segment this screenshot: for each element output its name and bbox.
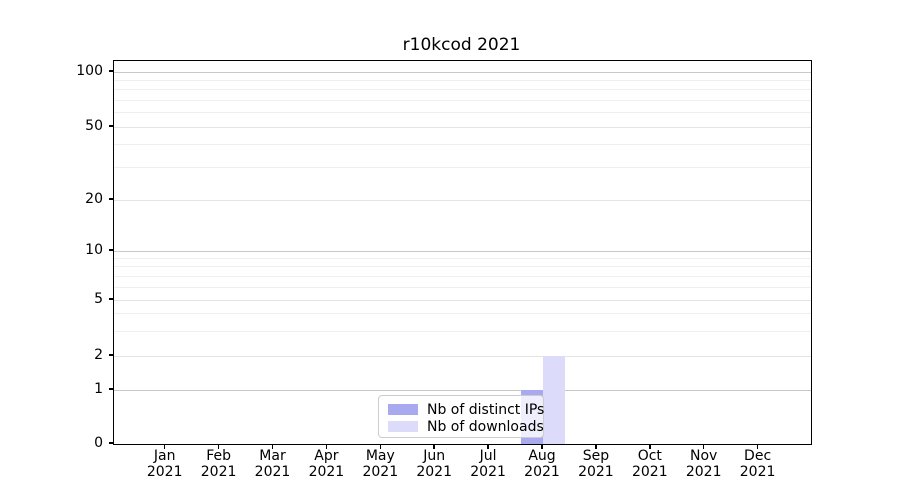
x-tick-label-may: May 2021 — [348, 448, 412, 480]
x-tick-label-mar: Mar 2021 — [241, 448, 305, 480]
x-tick-mark — [271, 444, 274, 449]
chart-title: r10kcod 2021 — [402, 35, 521, 55]
major-gridline — [114, 389, 811, 391]
x-tick-month: Aug — [528, 448, 556, 464]
legend-label: Nb of downloads — [427, 418, 544, 435]
x-tick-year: 2021 — [470, 463, 506, 480]
x-tick-month: Jan — [153, 448, 176, 464]
major-gridline — [114, 71, 811, 73]
x-tick-label-nov: Nov 2021 — [672, 448, 736, 480]
minor-gridline — [114, 330, 811, 332]
x-tick-mark — [487, 444, 489, 449]
legend-swatch — [388, 421, 418, 432]
x-tick-mark — [702, 444, 705, 449]
x-tick-month: Feb — [206, 448, 231, 464]
y-tick-label: 10 — [85, 241, 103, 258]
legend: Nb of distinct IPs Nb of downloads — [378, 395, 544, 438]
y-tick-label: 2 — [94, 346, 103, 363]
x-tick-mark — [379, 444, 382, 449]
x-tick-month: Mar — [259, 448, 286, 464]
x-tick-month: Jun — [423, 448, 446, 464]
legend-label: Nb of distinct IPs — [427, 401, 545, 418]
minor-gridline — [114, 89, 811, 91]
minor-gridline — [114, 355, 811, 357]
minor-gridline — [114, 144, 811, 146]
y-tick-mark — [109, 298, 113, 300]
y-tick-label: 0 — [94, 434, 103, 451]
x-tick-year: 2021 — [524, 463, 560, 480]
x-tick-label-sep: Sep 2021 — [564, 448, 628, 480]
x-tick-month: Apr — [314, 448, 339, 464]
x-tick-month: Nov — [690, 448, 718, 464]
x-tick-year: 2021 — [416, 463, 452, 480]
x-tick-month: Oct — [637, 448, 662, 464]
x-tick-label-jun: Jun 2021 — [402, 448, 466, 480]
x-tick-year: 2021 — [146, 463, 183, 480]
y-tick-mark — [109, 70, 113, 72]
y-tick-mark — [109, 388, 113, 390]
x-tick-mark — [541, 444, 543, 449]
y-tick-mark — [109, 354, 113, 356]
x-tick-label-oct: Oct 2021 — [618, 448, 682, 480]
x-tick-year: 2021 — [200, 463, 237, 480]
minor-gridline — [114, 266, 811, 268]
y-tick-label: 100 — [76, 62, 103, 79]
minor-gridline — [114, 257, 811, 259]
x-tick-mark — [433, 444, 435, 449]
x-tick-label-jan: Jan 2021 — [133, 448, 197, 480]
minor-gridline — [114, 275, 811, 277]
x-tick-year: 2021 — [254, 463, 291, 480]
x-tick-month: Sep — [582, 448, 610, 464]
y-tick-label: 1 — [94, 380, 103, 397]
x-tick-label-dec: Dec 2021 — [726, 448, 790, 480]
x-tick-mark — [595, 444, 597, 449]
minor-gridline — [114, 313, 811, 315]
bar-nb-of-downloads-7 — [543, 356, 565, 444]
x-tick-mark — [756, 444, 759, 449]
x-tick-year: 2021 — [685, 463, 722, 480]
y-tick-label: 50 — [85, 117, 103, 134]
legend-swatch — [388, 404, 418, 415]
minor-gridline — [114, 299, 811, 301]
x-tick-mark — [325, 444, 328, 449]
minor-gridline — [114, 199, 811, 201]
x-tick-label-aug: Aug 2021 — [510, 448, 574, 480]
y-tick-label: 20 — [85, 190, 103, 207]
minor-gridline — [114, 99, 811, 101]
minor-gridline — [114, 112, 811, 114]
x-tick-year: 2021 — [631, 463, 668, 480]
y-tick-mark — [109, 249, 113, 251]
legend-item: Nb of distinct IPs — [388, 401, 544, 418]
major-gridline — [114, 250, 811, 252]
plot-area — [113, 60, 812, 445]
x-tick-label-jul: Jul 2021 — [456, 448, 520, 480]
y-tick-mark — [109, 442, 113, 444]
x-tick-label-apr: Apr 2021 — [294, 448, 358, 480]
x-tick-mark — [217, 444, 220, 449]
y-tick-mark — [109, 198, 113, 200]
x-tick-mark — [163, 444, 166, 449]
x-tick-month: Jul — [479, 448, 497, 464]
x-tick-year: 2021 — [362, 463, 399, 480]
y-tick-mark — [109, 125, 113, 127]
x-tick-year: 2021 — [308, 463, 345, 480]
x-tick-month: May — [365, 448, 395, 464]
minor-gridline — [114, 167, 811, 169]
x-tick-year: 2021 — [739, 463, 776, 480]
x-tick-month: Dec — [744, 448, 772, 464]
minor-gridline — [114, 286, 811, 288]
legend-item: Nb of downloads — [388, 418, 544, 435]
x-tick-label-feb: Feb 2021 — [187, 448, 251, 480]
minor-gridline — [114, 126, 811, 128]
x-tick-year: 2021 — [578, 463, 614, 480]
minor-gridline — [114, 79, 811, 81]
x-tick-mark — [649, 444, 651, 449]
y-tick-label: 5 — [94, 290, 103, 307]
